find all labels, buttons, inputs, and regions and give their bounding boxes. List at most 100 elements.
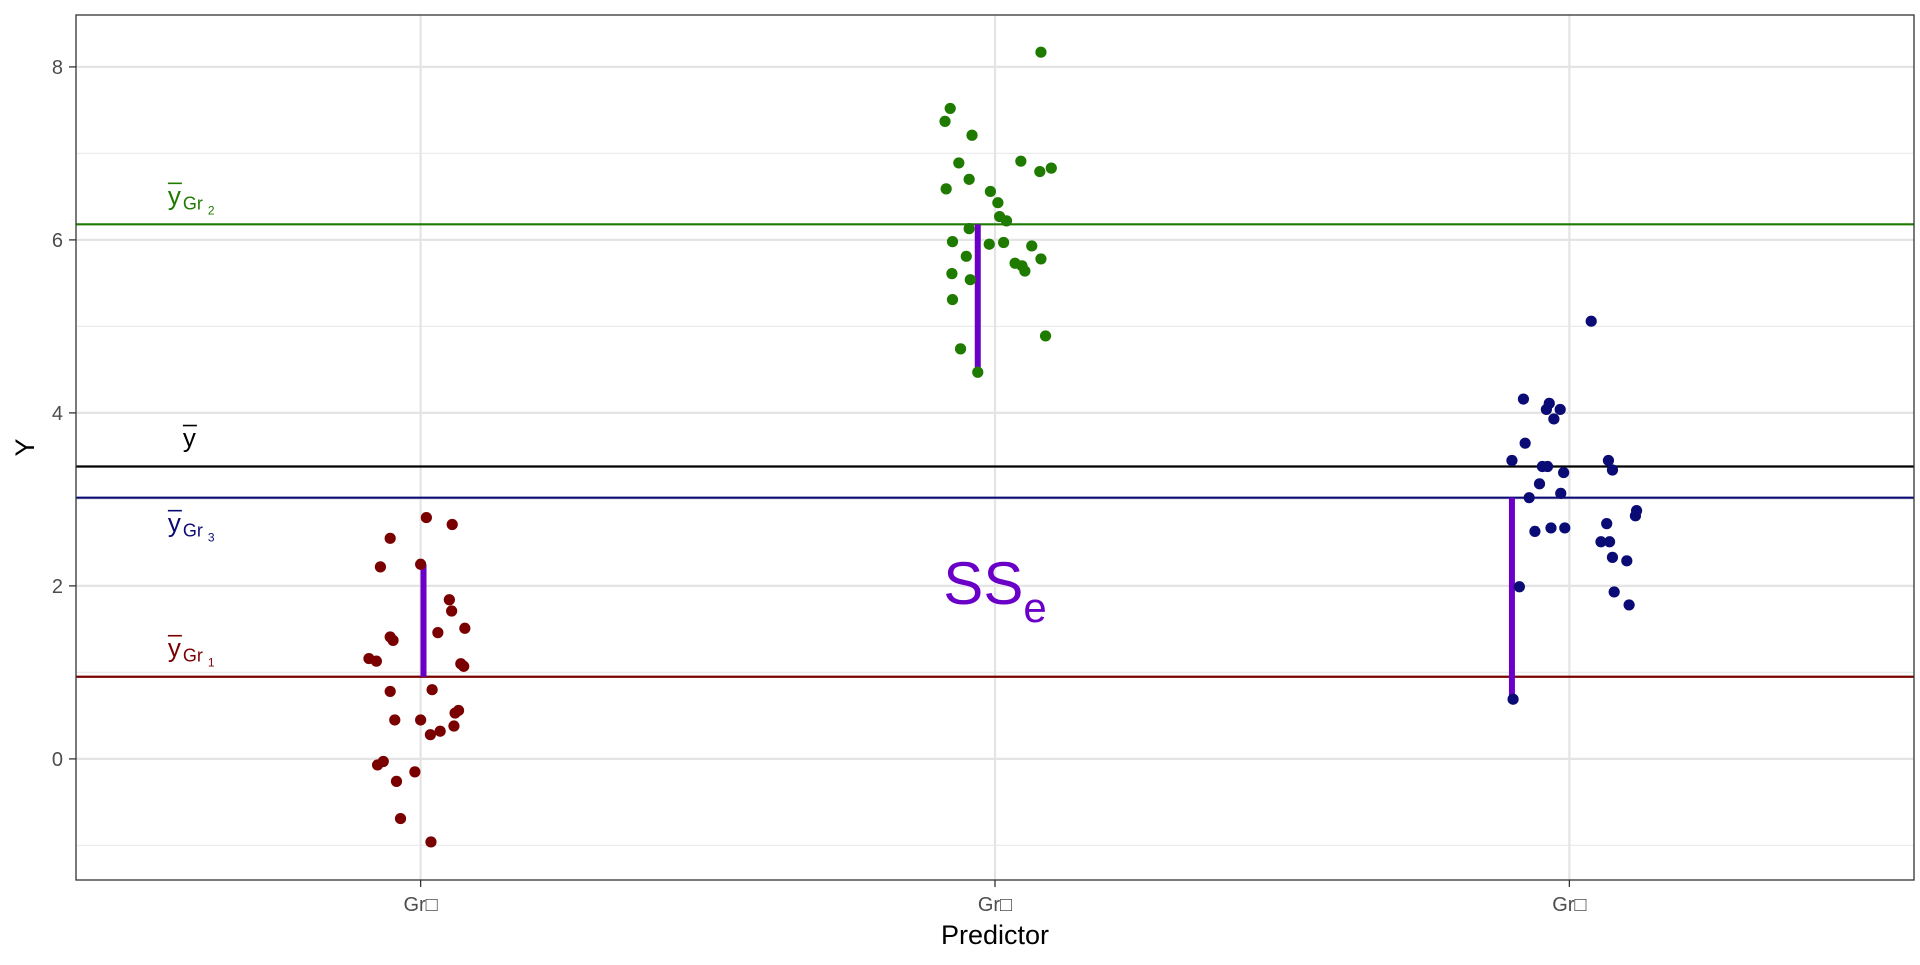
data-point: [1035, 46, 1047, 58]
y-axis-title: Y: [10, 438, 40, 456]
data-point: [384, 532, 396, 544]
data-point: [1554, 403, 1566, 416]
data-point: [1517, 393, 1530, 405]
data-point: [954, 343, 967, 355]
data-point: [1559, 522, 1571, 534]
data-point: [1603, 536, 1616, 548]
group-mean-label-2: y Gr 2: [167, 180, 215, 217]
data-point: [1606, 551, 1619, 563]
data-point: [966, 129, 978, 141]
data-point: [963, 223, 975, 235]
data-point: [960, 250, 972, 262]
data-point: [1601, 518, 1613, 530]
data-point: [425, 836, 437, 848]
group-mean-label-1-subscript: Gr: [183, 646, 203, 666]
group-mean-label-3: y Gr 3: [167, 508, 215, 545]
data-points: [363, 46, 1643, 848]
data-point: [370, 655, 382, 667]
y-tick-label: 2: [52, 576, 63, 598]
data-point: [1026, 240, 1038, 252]
data-point: [452, 704, 465, 717]
data-point: [963, 173, 975, 185]
data-point: [446, 518, 458, 531]
data-point: [940, 183, 952, 195]
data-point: [1015, 155, 1027, 167]
x-tick-label: Gr□: [403, 894, 437, 916]
data-point: [983, 238, 995, 250]
residual-segments: [420, 224, 1515, 700]
mean-labels: y Gr 1y Gr 2y Gr 3y: [167, 180, 215, 670]
axes: 0 2 4 6 8 Gr□ Gr□ Gr□: [52, 57, 1587, 916]
data-point: [424, 729, 436, 741]
data-point: [390, 775, 403, 787]
data-point: [1541, 460, 1554, 473]
data-point: [426, 684, 438, 696]
data-point: [1548, 413, 1560, 425]
data-point: [448, 720, 460, 732]
data-point: [1606, 464, 1619, 476]
data-point: [946, 268, 958, 280]
data-point: [953, 157, 965, 169]
data-point: [459, 622, 471, 634]
data-point: [1035, 253, 1047, 265]
data-point: [1630, 505, 1643, 517]
group-mean-label-2-index: 2: [208, 203, 215, 217]
x-tick-label: Gr□: [1552, 894, 1586, 916]
data-point: [972, 366, 984, 378]
data-point: [1623, 599, 1635, 611]
data-point: [939, 115, 951, 127]
data-point: [1523, 492, 1535, 504]
group-mean-label-3-text: y: [168, 508, 181, 538]
x-tick-label: Gr□: [978, 894, 1012, 916]
data-point: [1045, 162, 1057, 174]
data-point: [1529, 525, 1541, 538]
data-point: [434, 725, 446, 737]
y-tick-label: 0: [52, 749, 63, 771]
y-tick-label: 6: [52, 230, 63, 252]
data-point: [1000, 215, 1013, 227]
data-point: [1608, 586, 1620, 598]
data-point: [387, 634, 399, 646]
data-point: [1039, 330, 1052, 342]
group-mean-label-3-index: 3: [208, 531, 215, 545]
group-mean-label-2-text: y: [168, 180, 181, 210]
group-mean-label-1: y Gr 1: [167, 633, 215, 670]
data-point: [409, 766, 421, 778]
data-point: [1034, 165, 1046, 178]
data-point: [394, 812, 407, 825]
data-point: [1555, 487, 1567, 499]
sse-annotation: SSe: [943, 550, 1046, 631]
data-point: [1513, 581, 1526, 593]
data-point: [1595, 536, 1607, 548]
group-mean-label-2-subscript: Gr: [183, 193, 203, 213]
data-point: [1507, 693, 1519, 705]
data-point: [1506, 454, 1518, 467]
data-point: [420, 511, 432, 524]
mean-lines: [76, 223, 1914, 678]
group-mean-label-3-subscript: Gr: [183, 521, 203, 541]
data-point: [1543, 397, 1555, 409]
data-point: [964, 274, 976, 286]
data-point: [1585, 315, 1597, 327]
x-axis-title: Predictor: [941, 920, 1049, 950]
data-point: [458, 660, 470, 672]
grand-mean-label-text: y: [183, 423, 196, 453]
data-point: [384, 685, 396, 698]
data-point: [432, 627, 444, 639]
grand-mean-label: y: [182, 423, 197, 453]
data-point: [946, 236, 959, 248]
data-point: [1545, 522, 1557, 534]
group-mean-label-1-index: 1: [208, 656, 215, 670]
data-point: [992, 197, 1004, 209]
data-point: [1621, 555, 1633, 567]
data-point: [1558, 466, 1570, 479]
data-point: [1019, 265, 1031, 277]
data-point: [944, 102, 956, 115]
data-point: [415, 714, 427, 726]
data-point: [984, 185, 997, 198]
data-point: [374, 561, 387, 573]
data-point: [415, 558, 427, 570]
data-point: [998, 236, 1010, 249]
